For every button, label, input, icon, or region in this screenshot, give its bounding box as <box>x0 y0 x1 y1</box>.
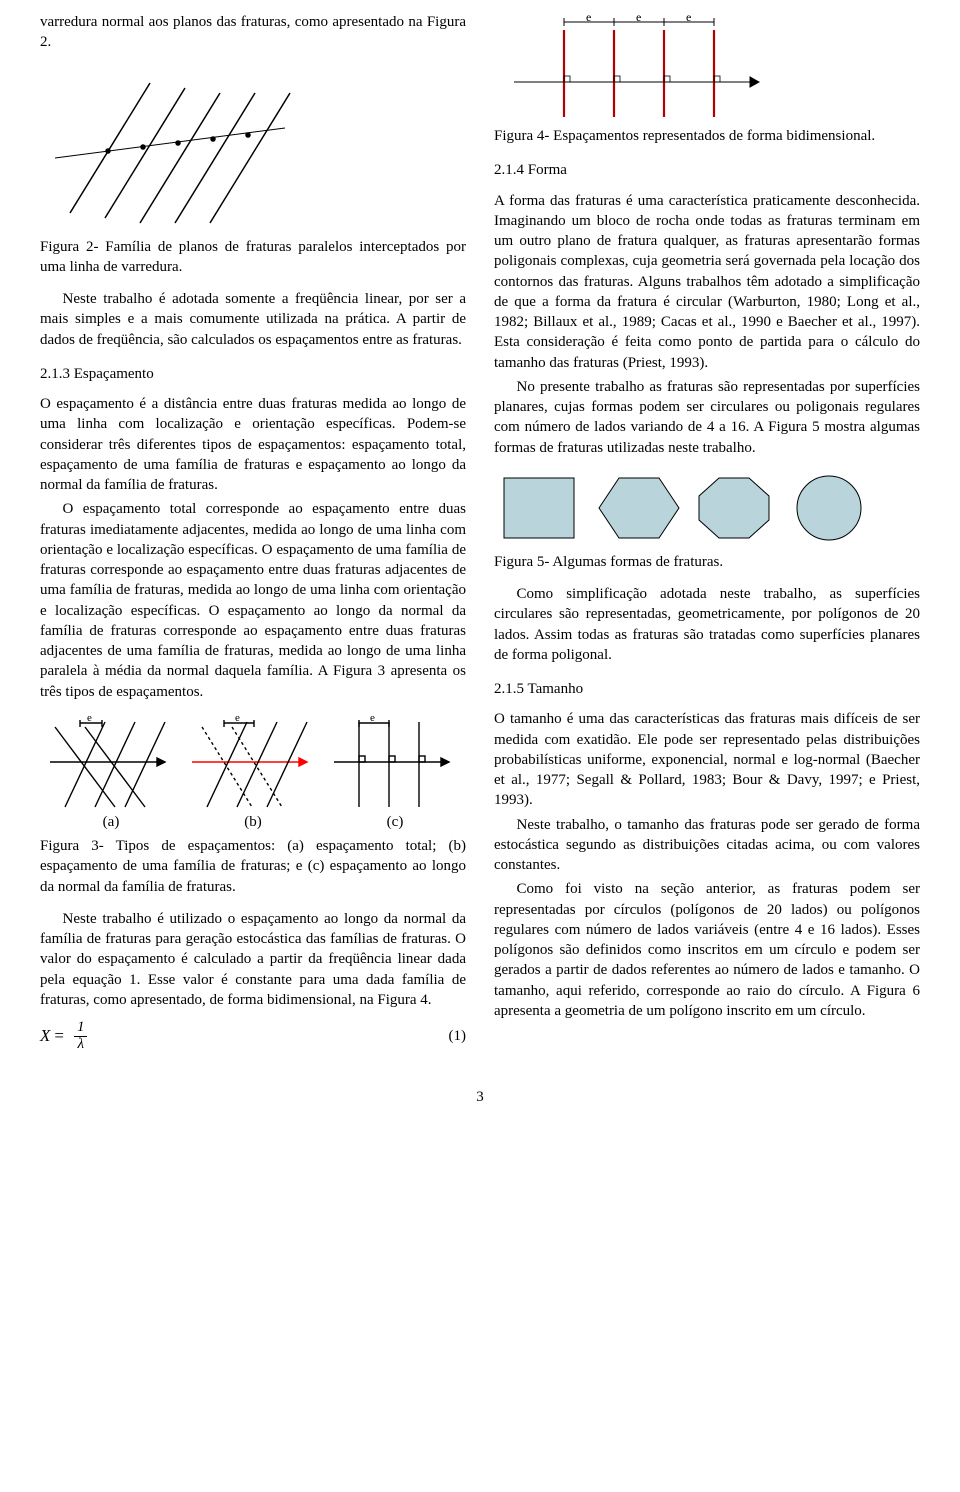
fig3c-e-label: e <box>370 712 375 724</box>
p-linear-freq: Neste trabalho é adotada somente a freqü… <box>40 289 466 350</box>
figure-2 <box>40 63 466 233</box>
sec-215-p1: O tamanho é uma das características das … <box>494 709 920 810</box>
eq1-den: λ <box>74 1037 87 1053</box>
fig2-caption: Figura 2- Família de planos de fraturas … <box>40 237 466 278</box>
sec-214-p2: No presente trabalho as fraturas são rep… <box>494 377 920 458</box>
fig3-label-b: (b) <box>182 812 324 832</box>
fig3a-e-label: e <box>87 712 92 724</box>
sec-215-p3: Como foi visto na seção anterior, as fra… <box>494 879 920 1021</box>
fig4-svg: e e e <box>494 12 774 122</box>
fig3b-e-label: e <box>235 712 240 724</box>
fig5-svg <box>494 468 914 548</box>
figure-5 <box>494 468 920 548</box>
fig3-label-c: (c) <box>324 812 466 832</box>
fig4-e2: e <box>636 12 641 24</box>
fig3-label-a: (a) <box>40 812 182 832</box>
sec-213-p2: O espaçamento total corresponde ao espaç… <box>40 499 466 702</box>
fig4-caption: Figura 4- Espaçamentos representados de … <box>494 126 920 146</box>
fig2-svg <box>40 63 300 233</box>
sec-215-title: 2.1.5 Tamanho <box>494 679 920 699</box>
eq1-num: 1 <box>74 1020 88 1037</box>
sec-213-p1: O espaçamento é a distância entre duas f… <box>40 394 466 495</box>
figure-3: e (a) <box>40 712 466 832</box>
eq1-lhs: X <box>40 1025 50 1048</box>
sec-213-title: 2.1.3 Espaçamento <box>40 364 466 384</box>
page-number: 3 <box>40 1087 920 1107</box>
sec-214-title: 2.1.4 Forma <box>494 160 920 180</box>
fig4-e3: e <box>686 12 691 24</box>
sec-214-p1: A forma das fraturas é uma característic… <box>494 191 920 373</box>
sec-215-p2: Neste trabalho, o tamanho das fraturas p… <box>494 815 920 876</box>
eq1-eq: = <box>54 1025 64 1048</box>
figure-4: e e e <box>494 12 920 122</box>
fig3a-svg: e <box>40 712 175 812</box>
p-after-fig5: Como simplificação adotada neste trabalh… <box>494 584 920 665</box>
fig5-caption: Figura 5- Algumas formas de fraturas. <box>494 552 920 572</box>
intro-text: varredura normal aos planos das fraturas… <box>40 12 466 53</box>
eq1-number: (1) <box>449 1026 467 1046</box>
fig3b-svg: e <box>182 712 317 812</box>
fig4-e1: e <box>586 12 591 24</box>
fig3-caption: Figura 3- Tipos de espaçamentos: (a) esp… <box>40 836 466 897</box>
fig3c-svg: e <box>324 712 459 812</box>
p-after-fig3: Neste trabalho é utilizado o espaçamento… <box>40 909 466 1010</box>
equation-1: X = 1 λ (1) <box>40 1020 466 1053</box>
